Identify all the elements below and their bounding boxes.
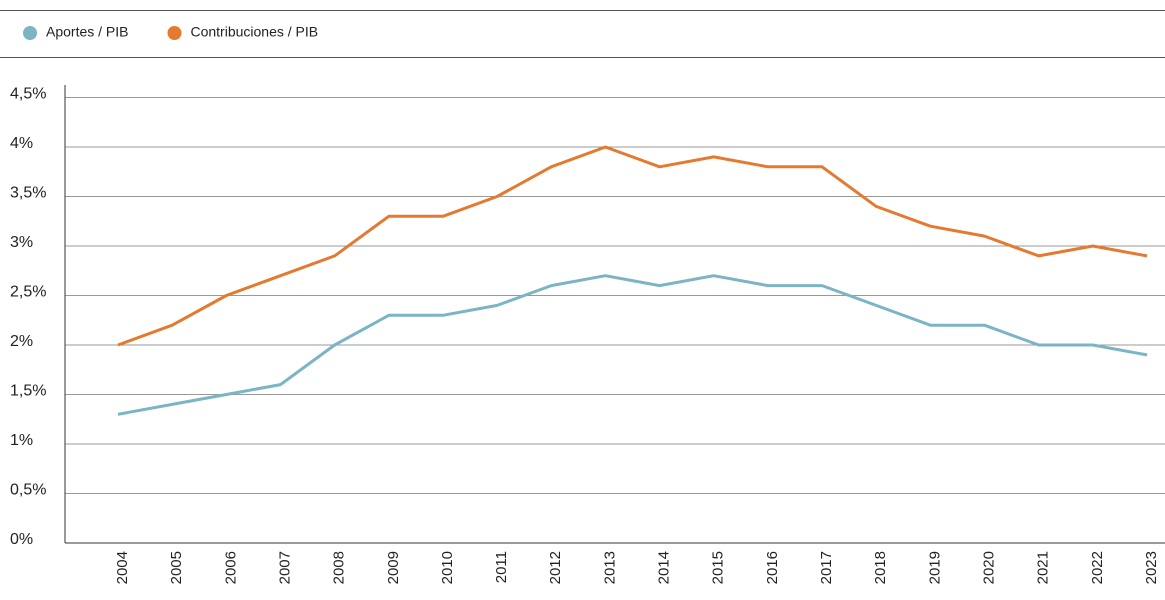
- x-tick-label: 2014: [656, 551, 673, 584]
- y-tick-label: 4,5%: [10, 86, 46, 103]
- x-tick-label: 2007: [276, 551, 293, 584]
- x-tick-label: 2021: [1035, 551, 1052, 584]
- legend-label: Contribuciones / PIB: [190, 24, 318, 40]
- legend-label: Aportes / PIB: [46, 24, 128, 40]
- x-tick-label: 2010: [439, 551, 456, 584]
- x-tick-label: 2006: [222, 551, 239, 584]
- x-tick-label: 2020: [980, 551, 997, 584]
- x-tick-label: 2013: [601, 551, 618, 584]
- y-tick-label: 1,5%: [10, 383, 46, 400]
- legend-marker: [167, 26, 182, 40]
- legend-marker: [23, 26, 37, 40]
- x-tick-label: 2012: [547, 551, 564, 584]
- data-line: [117, 274, 1148, 416]
- x-tick-label: 2018: [872, 551, 889, 584]
- x-tick-label: 2017: [818, 551, 835, 584]
- y-tick-label: 1%: [10, 432, 33, 449]
- y-tick-label: 3,5%: [10, 185, 46, 202]
- x-tick-label: 2016: [764, 551, 781, 584]
- y-tick-label: 0,5%: [10, 482, 46, 499]
- x-tick-label: 2023: [1143, 551, 1160, 584]
- y-tick-label: 2,5%: [10, 284, 46, 301]
- y-tick-label: 0%: [10, 531, 33, 548]
- x-tick-label: 2015: [710, 551, 727, 584]
- x-tick-label: 2022: [1089, 551, 1106, 584]
- y-tick-label: 4%: [10, 135, 33, 152]
- x-tick-label: 2004: [114, 551, 131, 584]
- y-tick-label: 2%: [10, 333, 33, 350]
- x-tick-label: 2019: [926, 551, 943, 584]
- data-line: [117, 145, 1148, 347]
- x-tick-label: 2005: [168, 551, 185, 584]
- x-tick-label: 2008: [331, 551, 348, 584]
- y-tick-label: 3%: [10, 234, 33, 251]
- x-tick-label: 2009: [385, 551, 402, 584]
- x-tick-label: 2011: [493, 551, 510, 583]
